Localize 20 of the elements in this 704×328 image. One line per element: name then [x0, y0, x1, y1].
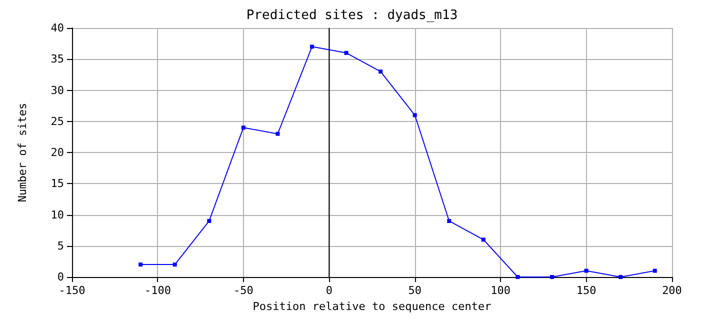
y-tick-label: 30 — [50, 84, 64, 97]
x-axis-title: Position relative to sequence center — [252, 300, 492, 313]
x-tick-label: 0 — [326, 284, 332, 297]
x-tick-label: -50 — [233, 284, 254, 297]
y-tick-label: 5 — [57, 239, 64, 252]
x-tick-label: -100 — [144, 284, 171, 297]
y-tick-label: 35 — [50, 52, 64, 66]
y-tick-label: 40 — [50, 22, 64, 34]
y-tick-label: 15 — [50, 177, 64, 190]
chart-title: Predicted sites : dyads_m13 — [246, 8, 458, 23]
y-tick-label: 25 — [50, 114, 64, 128]
x-tick-label: -150 — [58, 284, 86, 297]
x-tick-label: 200 — [662, 284, 682, 297]
x-tick-label: 150 — [576, 284, 596, 297]
y-tick-label: 10 — [50, 208, 64, 222]
y-tick-label: 0 — [57, 270, 64, 284]
x-tick-label: 50 — [408, 284, 422, 297]
y-tick-label: 20 — [50, 146, 64, 159]
x-tick-label: 100 — [490, 284, 511, 297]
y-axis-title: Number of sites — [16, 102, 29, 202]
